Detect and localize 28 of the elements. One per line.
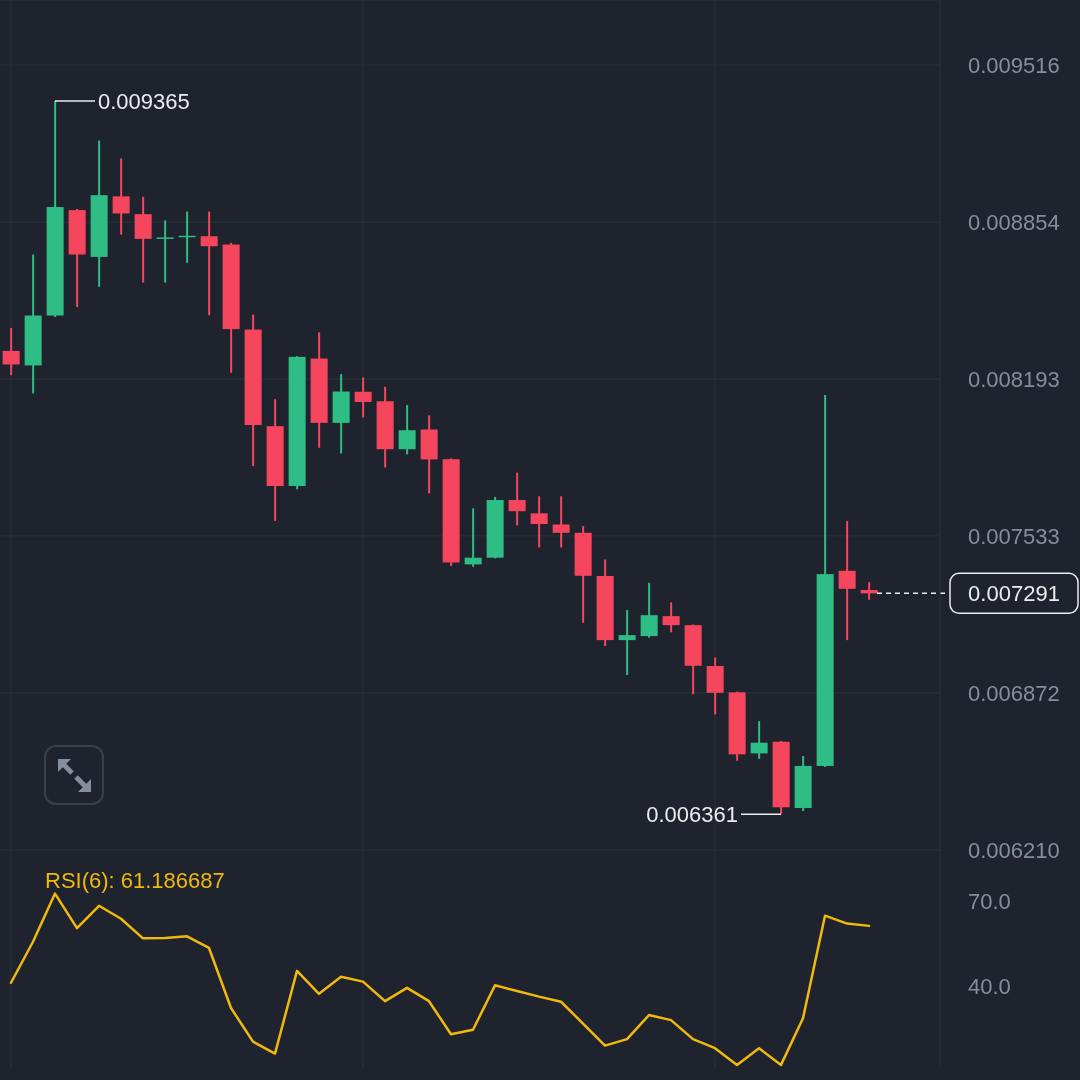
candlestick: [508, 471, 526, 527]
candlestick: [2, 326, 20, 377]
candlestick: [112, 157, 130, 236]
y-tick-label: 0.006872: [968, 680, 1060, 706]
series-label: RSI(6): 61.186687: [45, 868, 225, 893]
candlestick: [464, 507, 482, 568]
candlestick: [640, 581, 658, 639]
candlestick: [354, 376, 372, 419]
y-tick-label: 40.0: [968, 973, 1011, 999]
candlestick: [750, 720, 768, 760]
candlestick: [156, 219, 174, 284]
y-tick-label: 0.008854: [968, 210, 1060, 236]
candlestick: [618, 608, 636, 677]
y-tick-label: 0.007533: [968, 523, 1060, 549]
candlestick: [530, 495, 548, 549]
candlestick: [200, 210, 218, 317]
candlestick: [838, 519, 856, 642]
y-tick-label: 0.006210: [968, 837, 1060, 863]
candlestick: [552, 495, 570, 549]
annotation: 0.009365: [98, 88, 190, 114]
annotation: 0.006361: [646, 801, 738, 827]
candlestick: [398, 404, 416, 456]
candlestick: [662, 601, 680, 634]
y-tick-label: 70.0: [968, 888, 1011, 914]
y-tick-label: 0.009516: [968, 52, 1060, 78]
line-series: [9, 892, 871, 1067]
ref-line-label: 0.007291: [968, 580, 1060, 606]
y-tick-label: 0.008193: [968, 366, 1060, 392]
